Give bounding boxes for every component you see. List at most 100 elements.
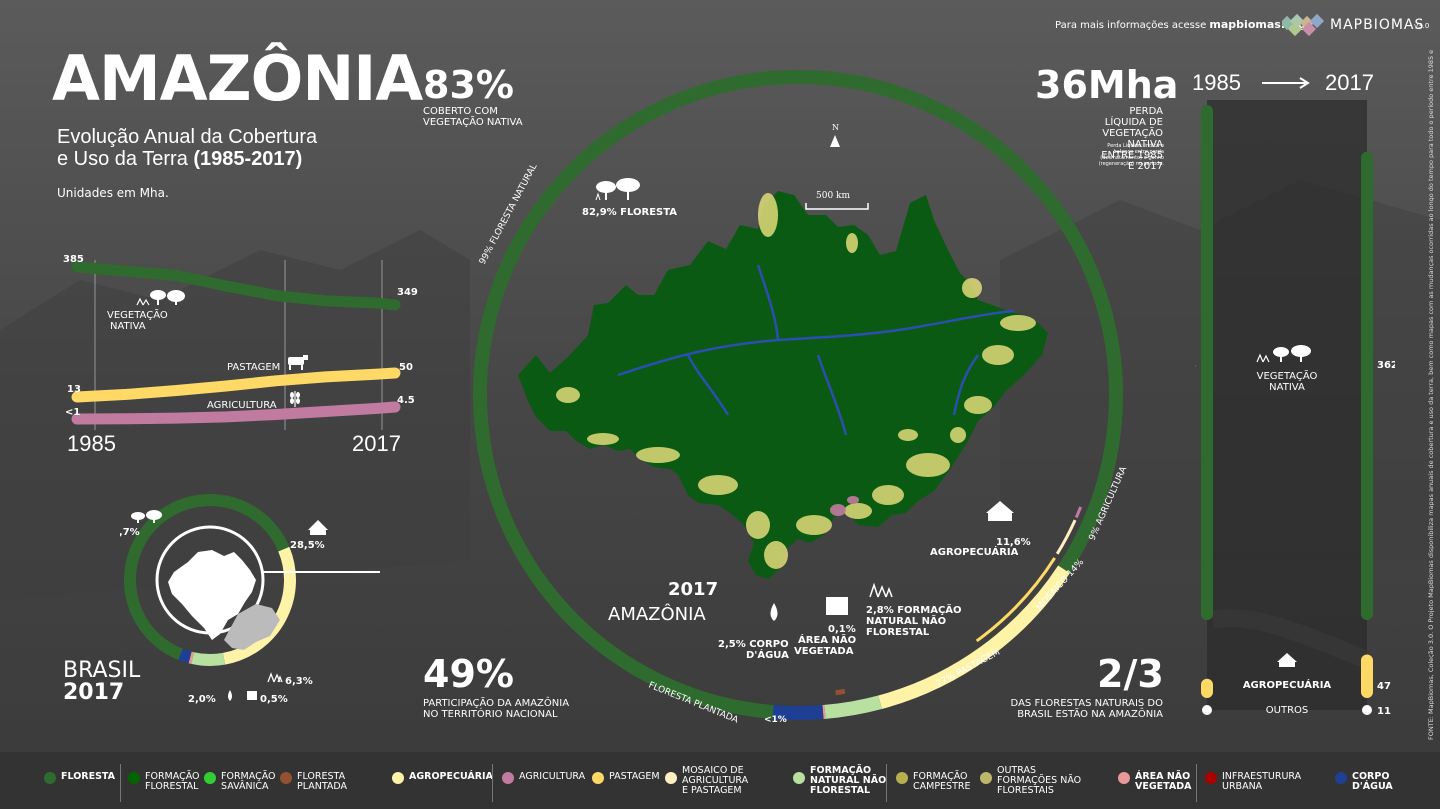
brasil-floresta-pct: 62,7% xyxy=(120,527,140,538)
brasil-donut-chart: 62,7% 28,5% 6,3% 0,5% 2,0% xyxy=(120,494,380,705)
legend-formacao-florestal: FORMAÇÃO FLORESTAL xyxy=(128,772,200,792)
brasil-agro-pct: 28,5% xyxy=(290,540,325,551)
legend-fnnf: FORMAÇÃO NATURAL NÃO FLORESTAL xyxy=(793,766,886,796)
vegetacao-icon xyxy=(136,290,185,306)
donut-slice-3 xyxy=(188,651,194,664)
outros-2017-value: 11 xyxy=(1377,706,1391,717)
mapbiomas-logo-icon[interactable] xyxy=(1282,12,1328,38)
amazonia-shape xyxy=(168,550,256,640)
agricultura-end-label: 4.5 xyxy=(397,395,415,406)
x-end-label: 2017 xyxy=(352,431,401,456)
agro-name: AGROPECUÁRIA xyxy=(930,545,1019,558)
north-arrow-icon xyxy=(830,135,840,147)
scale-bar xyxy=(805,203,869,210)
tree-icon xyxy=(595,178,640,201)
agro-bar-label: AGROPECUÁRIA xyxy=(1243,678,1332,691)
natural-name-1: NATURAL NÃO xyxy=(866,614,946,627)
legend-floresta: FLORESTA xyxy=(44,772,115,784)
brasil-agua-pct: 2,0% xyxy=(188,694,216,705)
coverage-label: COBERTO COM VEGETAÇÃO NATIVA xyxy=(423,106,523,128)
info-text: Para mais informações acesse mapbiomas.o… xyxy=(1055,18,1306,31)
line-series-2 xyxy=(71,401,401,425)
donut-slice-0 xyxy=(124,494,290,660)
agua-pct: 2,5% CORPO xyxy=(718,639,789,650)
amazonia-donut-chart: N 500 km 82,9% FLORESTA AMAZÔNIA 2017 11… xyxy=(473,70,1130,726)
loss-value: 36Mha xyxy=(1035,63,1179,107)
water-drop-icon xyxy=(770,603,778,621)
donut-slice-1 xyxy=(222,546,296,665)
legend-agricultura: AGRICULTURA xyxy=(502,772,585,784)
donut-slice-4 xyxy=(178,648,192,664)
agricultura-segment xyxy=(1074,506,1083,519)
floresta-plantada-pct: <1% xyxy=(764,715,787,725)
agricultura-label: AGRICULTURA xyxy=(207,400,277,411)
units-label: Unidades em Mha. xyxy=(57,186,169,200)
natural-pct: 2,8% FORMAÇÃO xyxy=(866,603,962,616)
legend-floresta-plantada: FLORESTA PLANTADA xyxy=(280,772,347,792)
wheat-icon xyxy=(290,391,300,407)
loss-note: Perda Líquida: indica o balanço entre pe… xyxy=(1098,143,1164,167)
legend-nao-vegetada: ÁREA NÃO VEGETADA xyxy=(1118,772,1191,792)
brasil-title: BRASIL 2017 xyxy=(63,658,141,705)
naoveg-name-2: VEGETADA xyxy=(794,646,854,657)
north-label: N xyxy=(832,123,839,132)
brasil-naoveg-pct: 0,5% xyxy=(260,694,288,705)
bar-veg-1985 xyxy=(1201,105,1213,620)
cow-icon xyxy=(288,355,308,370)
bar-agro-1985 xyxy=(1201,678,1213,698)
bar-agro-2017 xyxy=(1361,654,1373,698)
bar-chart: 398 362 VEGETAÇÃO NATIVA AGROPECUÁRIA OU… xyxy=(1195,100,1395,717)
legend-corpo-agua: CORPO D'ÁGUA xyxy=(1335,772,1393,792)
naoveg-pct: 0,1% xyxy=(828,624,856,635)
legend-outras: OUTRAS FORMAÇÕES NÃO FLORESTAIS xyxy=(980,766,1081,796)
x-start-label: 1985 xyxy=(67,431,116,456)
forest-share-label: DAS FLORESTAS NATURAIS DO BRASIL ESTÃO NA… xyxy=(1010,698,1163,720)
pastagem-end-label: 50 xyxy=(399,362,413,373)
amazonia-map-title-2: 2017 xyxy=(668,579,718,600)
pastagem-segment xyxy=(975,557,1056,643)
floresta-pct-label: 82,9% FLORESTA xyxy=(582,207,677,218)
logo-version: v3.0 xyxy=(1414,22,1430,30)
legend-agropecuaria: AGROPECUÁRIA xyxy=(392,772,493,784)
share-value: 49% xyxy=(423,652,514,696)
grassland-icon xyxy=(869,582,893,598)
line-series-1 xyxy=(71,367,401,403)
coverage-value: 83% xyxy=(423,63,514,107)
donut-slice-2 xyxy=(191,652,226,666)
bar-year-2017: 2017 xyxy=(1325,70,1374,95)
vegetacao-end-label: 349 xyxy=(397,287,418,298)
legend-mosaico: MOSAICO DE AGRICULTURA E PASTAGEM xyxy=(665,766,748,796)
building-icon xyxy=(247,691,257,700)
source-text: FONTE: MapBiomas, Coleção 3.0. O Projeto… xyxy=(1428,50,1434,740)
pastagem-start-label: 13 xyxy=(67,384,81,395)
scale-label: 500 km xyxy=(816,191,850,201)
natural-name-2: FLORESTAL xyxy=(866,627,930,638)
water-icon xyxy=(228,690,232,701)
agricultura-start-label: <1 xyxy=(65,407,80,418)
agua-name: D'ÁGUA xyxy=(746,648,789,661)
veg-label-2: NATIVA xyxy=(1269,382,1305,393)
native-veg-icon xyxy=(1256,345,1311,363)
veg-2017-value: 362 xyxy=(1377,360,1395,371)
vegetacao-label-1: VEGETAÇÃO xyxy=(107,308,168,321)
donut-slice-2 xyxy=(824,695,882,719)
veg-label-1: VEGETAÇÃO xyxy=(1257,369,1318,382)
naoveg-name-1: ÁREA NÃO xyxy=(798,633,856,646)
veg-1985-value: 398 xyxy=(1195,360,1196,371)
bar-outros-1985 xyxy=(1202,705,1212,715)
agro-2017-value: 47 xyxy=(1377,681,1391,692)
donut-slice-1 xyxy=(878,565,1070,709)
legend-infraestrutura: INFRAESTURURA URBANA xyxy=(1205,772,1301,792)
pastagem-label: PASTAGEM xyxy=(227,362,280,373)
vegetacao-label-2: NATIVA xyxy=(110,321,146,332)
amazonia-map xyxy=(518,191,1048,579)
plantada-segment xyxy=(835,688,846,696)
legend-campestre: FORMAÇÃO CAMPESTRE xyxy=(896,772,971,792)
vegetacao-start-label: 385 xyxy=(63,254,84,265)
agro-icon xyxy=(986,501,1014,521)
subtitle: Evolução Anual da Cobertura e Uso da Ter… xyxy=(57,126,318,170)
donut-slice-4 xyxy=(772,705,824,720)
farm-icon xyxy=(308,520,328,535)
pastagem-pct-label: 77% PASTAGEM xyxy=(935,648,1002,690)
page-title: AMAZÔNIA xyxy=(52,42,423,115)
